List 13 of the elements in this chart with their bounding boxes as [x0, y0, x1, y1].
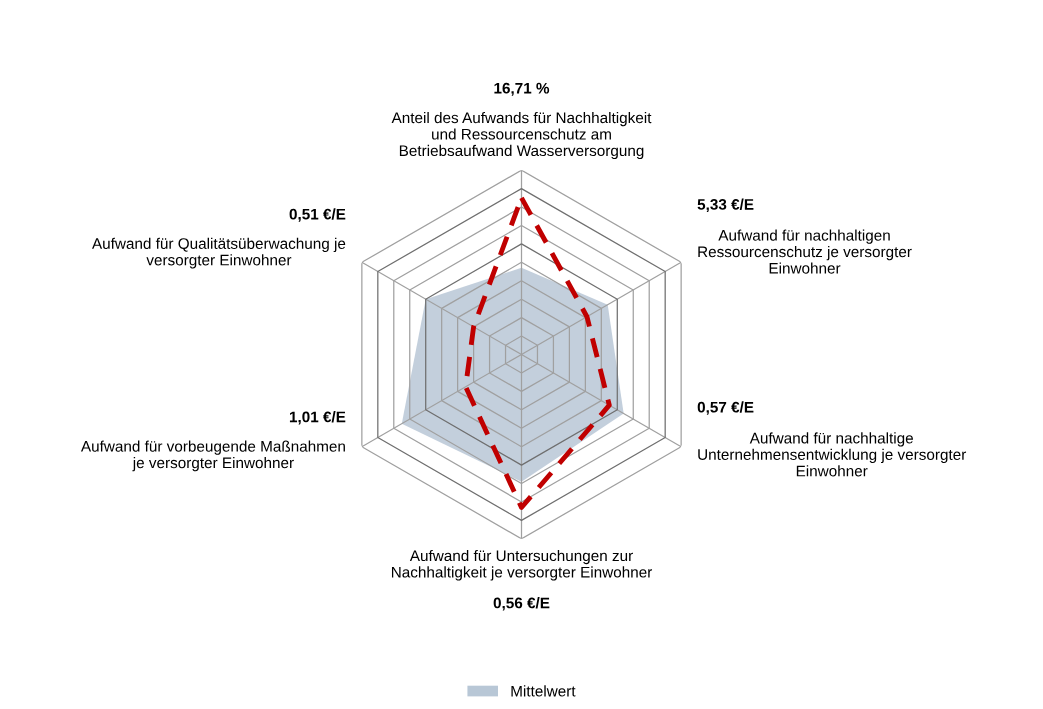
- spoke-label: Aufwand für Qualitätsüberwachung je versorgter Einwohner: [92, 237, 346, 269]
- text: 5,33 €/E: [697, 198, 754, 213]
- spoke-label: Aufwand für vorbeugende Maßnahmen je versorgter Einwohner: [80, 440, 345, 472]
- spoke-label: Aufwand für Untersuchungen zur Nachhaltigkeit je versorgter Einwohner: [391, 549, 653, 581]
- text: 0,56 €/E: [493, 597, 550, 611]
- spoke-label: Anteil des Aufwands für Nachhaltigkeit und Ressourcenschutz am Betriebsaufwand Wasserversorgung: [391, 111, 652, 160]
- text: 0,57 €/E: [697, 401, 754, 415]
- text: 1,01 €/E: [289, 411, 346, 425]
- text: 0,51 €/E: [289, 208, 346, 222]
- legend-label: Mittelwert: [511, 685, 576, 697]
- spoke-label: Aufwand für nachhaltigen Ressourcenschutz je versorgter Einwohner: [698, 229, 912, 274]
- text: 16,71 %: [494, 82, 550, 96]
- spoke-label: Aufwand für nachhaltige Unternehmensentwicklung je versorgter Einwohner: [698, 432, 967, 477]
